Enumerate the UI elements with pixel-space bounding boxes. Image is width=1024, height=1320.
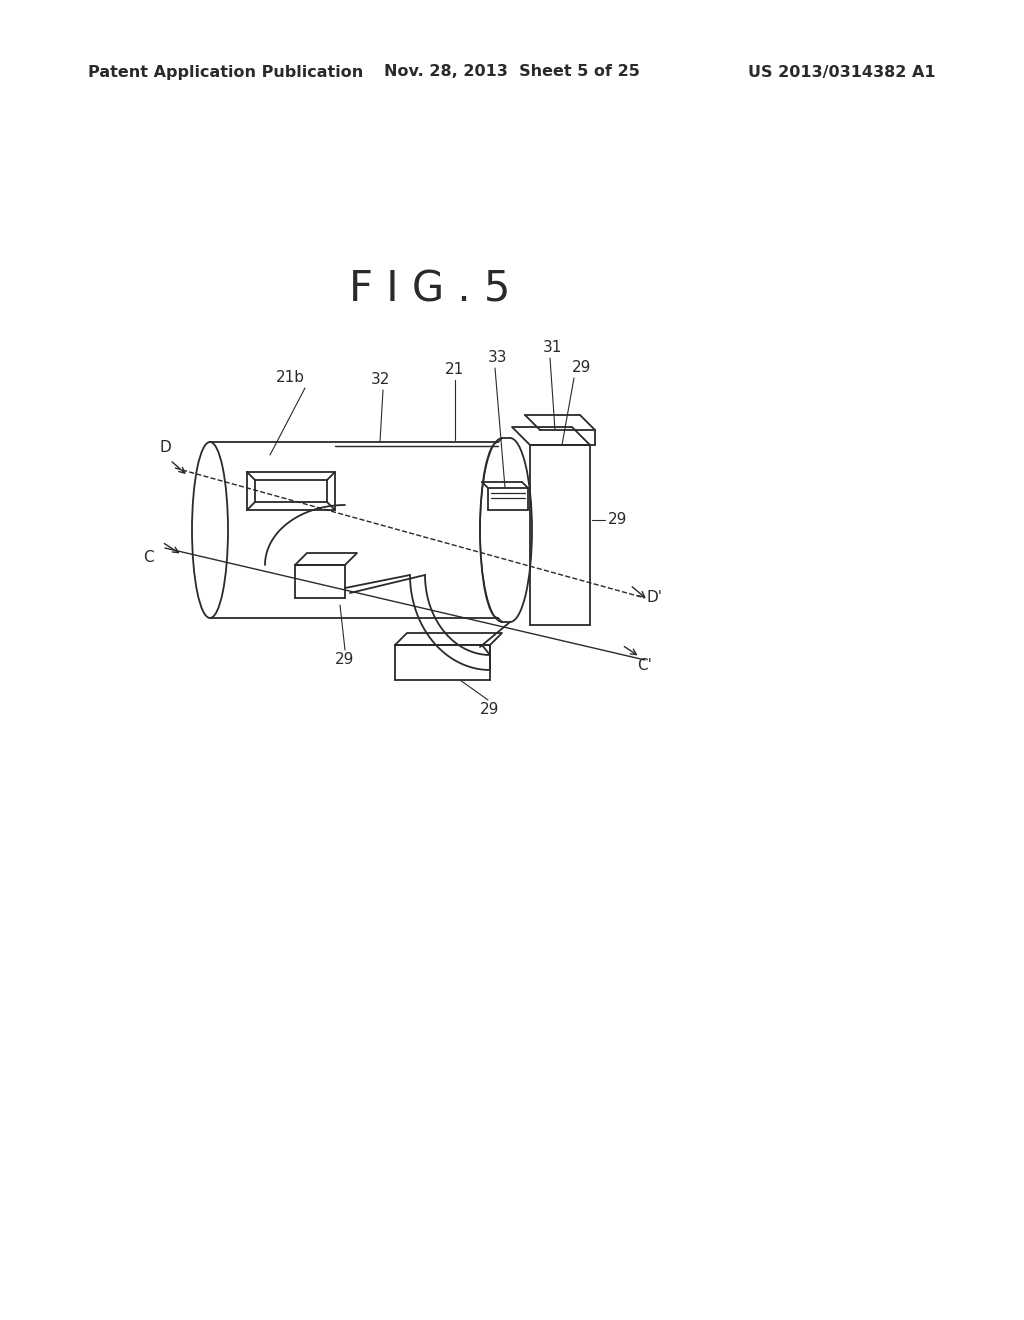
Text: D': D' <box>647 590 663 606</box>
Text: C: C <box>142 550 154 565</box>
Text: C': C' <box>638 657 652 672</box>
Text: 33: 33 <box>488 351 508 366</box>
Text: Patent Application Publication: Patent Application Publication <box>88 65 364 79</box>
Text: 31: 31 <box>543 341 562 355</box>
Text: 29: 29 <box>480 702 500 718</box>
Text: 32: 32 <box>371 372 390 388</box>
Text: 29: 29 <box>608 512 628 528</box>
Text: 21: 21 <box>445 363 465 378</box>
Text: US 2013/0314382 A1: US 2013/0314382 A1 <box>749 65 936 79</box>
Text: Nov. 28, 2013  Sheet 5 of 25: Nov. 28, 2013 Sheet 5 of 25 <box>384 65 640 79</box>
Text: D: D <box>159 441 171 455</box>
Text: 29: 29 <box>335 652 354 668</box>
Text: 21b: 21b <box>275 371 304 385</box>
Text: F I G . 5: F I G . 5 <box>349 269 511 312</box>
Text: 29: 29 <box>572 360 592 375</box>
